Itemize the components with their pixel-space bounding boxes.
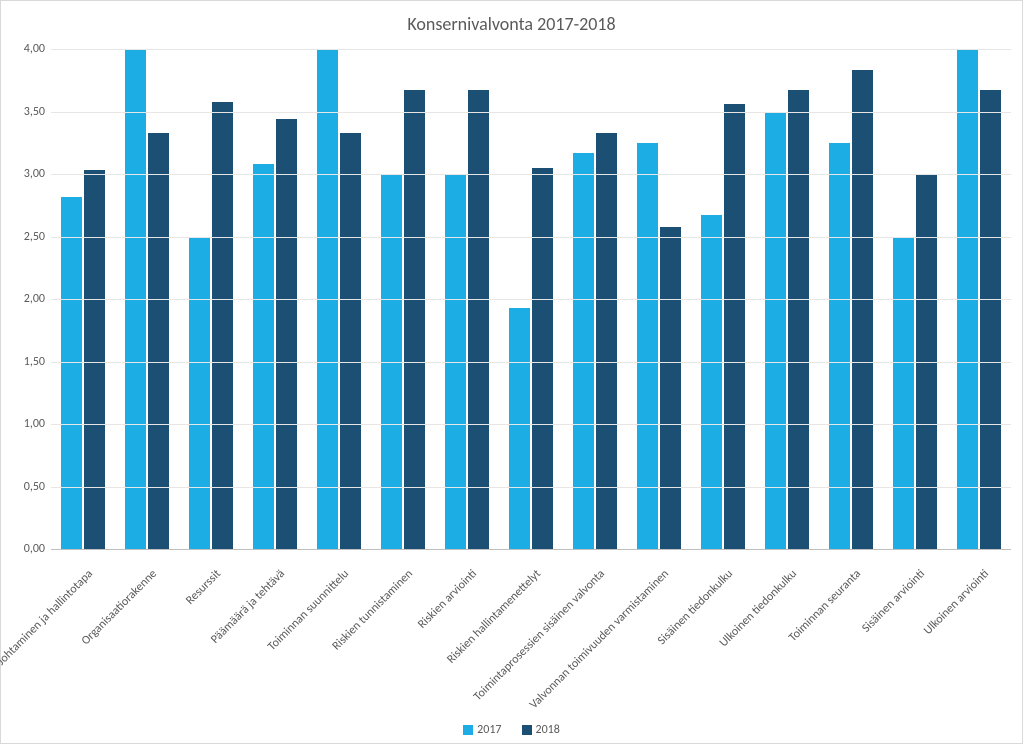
- bar-2018: [84, 170, 106, 549]
- gridline: [51, 487, 1011, 488]
- bar-2018: [404, 90, 426, 549]
- gridline: [51, 237, 1011, 238]
- gridline: [51, 362, 1011, 363]
- chart-title: Konsernivalvonta 2017-2018: [1, 13, 1022, 35]
- legend-item: 2018: [522, 723, 560, 737]
- bar-2018: [724, 104, 746, 549]
- bar-2018: [980, 90, 1002, 549]
- bar-2017: [189, 237, 211, 550]
- legend-item: 2017: [463, 723, 501, 737]
- bar-2018: [532, 168, 554, 549]
- bar-2018: [660, 227, 682, 550]
- legend-label: 2017: [477, 723, 501, 737]
- y-tick-label: 2,50: [9, 230, 45, 244]
- bar-2017: [253, 164, 275, 549]
- bar-2018: [468, 90, 490, 549]
- gridline: [51, 174, 1011, 175]
- gridline: [51, 49, 1011, 50]
- bar-2017: [573, 153, 595, 549]
- gridline: [51, 424, 1011, 425]
- bar-2017: [765, 112, 787, 550]
- gridline: [51, 112, 1011, 113]
- y-tick-label: 4,00: [9, 42, 45, 56]
- x-tick-label: Ulkoinen arviointi: [841, 567, 992, 718]
- bar-2017: [637, 143, 659, 549]
- y-tick-label: 1,50: [9, 355, 45, 369]
- plot-area: 0,000,501,001,502,002,503,003,504,00: [51, 49, 1011, 550]
- x-axis-labels: Johtaminen ja hallintotapaOrganisaatiora…: [51, 555, 1011, 705]
- bar-2018: [788, 90, 810, 549]
- bar-2017: [893, 237, 915, 550]
- bar-2018: [212, 102, 234, 550]
- bar-2017: [509, 308, 531, 549]
- y-tick-label: 0,50: [9, 480, 45, 494]
- bar-2017: [701, 215, 723, 549]
- bar-2018: [852, 70, 874, 549]
- legend-swatch: [463, 725, 473, 735]
- chart-container: Konsernivalvonta 2017-2018 0,000,501,001…: [0, 0, 1023, 744]
- y-tick-label: 3,00: [9, 167, 45, 181]
- legend: 2017 2018: [1, 723, 1022, 737]
- gridline: [51, 299, 1011, 300]
- y-tick-label: 3,50: [9, 105, 45, 119]
- bar-2017: [61, 197, 83, 550]
- y-tick-label: 1,00: [9, 417, 45, 431]
- legend-swatch: [522, 725, 532, 735]
- bar-2018: [276, 119, 298, 549]
- bar-2017: [829, 143, 851, 549]
- y-tick-label: 2,00: [9, 292, 45, 306]
- y-tick-label: 0,00: [9, 542, 45, 556]
- legend-label: 2018: [536, 723, 560, 737]
